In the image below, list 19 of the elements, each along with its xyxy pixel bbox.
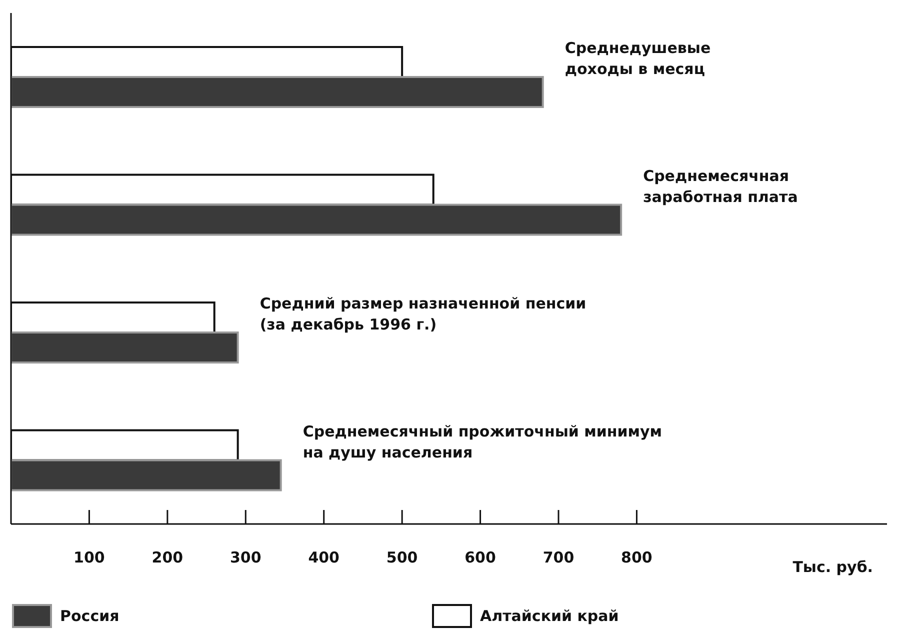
x-tick-label: 600 [464, 548, 496, 567]
x-axis-title: Тыс. руб. [792, 558, 873, 576]
bar [11, 204, 622, 236]
bar [11, 459, 282, 492]
legend-label: Россия [60, 607, 120, 625]
x-tick-label: 800 [621, 548, 652, 567]
y-tick-label: Среднемесячный прожиточный минимум на душу населения [302, 422, 662, 462]
y-tick-label: Средний размер назначенной пенсии (за декабрь 1996 г.) [260, 294, 586, 334]
bar [11, 332, 239, 364]
legend-label: Алтайский край [480, 607, 619, 625]
y-tick-label: Среднемесячная заработная плата [643, 166, 798, 206]
x-tick-label: 300 [230, 548, 262, 567]
x-tick-label: 400 [308, 548, 340, 567]
x-tick-label: 100 [74, 548, 105, 567]
bar [11, 76, 544, 108]
x-tick-label: 200 [152, 548, 184, 567]
x-tick-label: 500 [386, 548, 418, 567]
x-tick-label: 700 [542, 548, 574, 567]
y-tick-label: Среднедушевые доходы в месяц [564, 39, 711, 78]
